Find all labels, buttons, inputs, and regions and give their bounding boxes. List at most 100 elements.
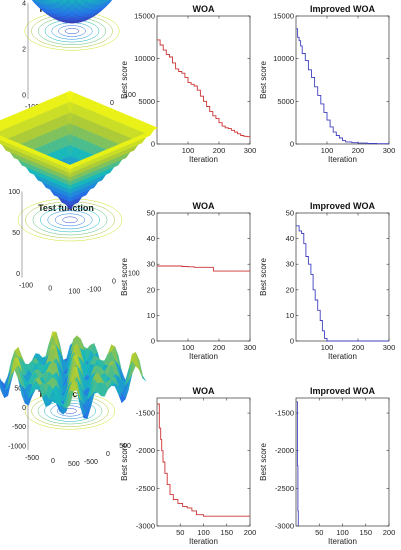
y-tick-label: 20 — [286, 285, 294, 294]
y-tick-label: 0 — [112, 279, 116, 286]
y-tick-label: -2000 — [275, 446, 294, 455]
y-tick-label: 0 — [290, 140, 294, 149]
y-tick-label: 10000 — [273, 54, 294, 63]
line-chart-1: Improved WOA 100 200 300 0 5000 10000 15000 Iter… — [259, 4, 395, 164]
y-tick-label: 30 — [147, 260, 155, 269]
y-tick-label: -1500 — [136, 409, 155, 418]
contour-line — [44, 19, 100, 43]
y-tick-label: 40 — [286, 234, 294, 243]
x-tick-label: 0 — [48, 286, 52, 293]
y-tick-label: 0 — [151, 337, 155, 346]
chart-title: Improved WOA — [310, 386, 376, 396]
y-axis-label: Best score — [120, 61, 129, 99]
x-axis-label: Iteration — [328, 155, 357, 164]
x-tick-label: 100 — [321, 146, 334, 155]
z-tick-label: 500 — [14, 386, 26, 393]
surface-face — [65, 162, 75, 170]
x-tick-label: 200 — [213, 343, 226, 352]
x-axis-label: Iteration — [328, 537, 357, 546]
y-tick-label: 5000 — [277, 97, 294, 106]
surface-face — [89, 0, 97, 5]
series-line — [157, 39, 251, 138]
contour-line — [62, 216, 78, 224]
z-tick-label: 2 — [22, 47, 26, 54]
line-chart-2: WOA 100 200 300 0 10 20 30 40 50 Iteration Best sco… — [120, 201, 256, 361]
x-tick-label: 200 — [352, 146, 365, 155]
surface-mesh — [31, 0, 113, 24]
z-tick-label: -500 — [12, 424, 26, 431]
surface-face — [104, 0, 110, 4]
x-tick-label: 200 — [352, 343, 365, 352]
x-tick-label: 300 — [244, 343, 257, 352]
surface-mesh — [0, 90, 159, 211]
x-tick-label: 50 — [315, 528, 323, 537]
x-tick-label: 200 — [244, 528, 257, 537]
y-axis-label: Best score — [259, 443, 268, 481]
y-tick-label: -2000 — [136, 446, 155, 455]
surface-face — [75, 0, 82, 4]
line-chart-4: WOA 50 100 150 200 -3000 -2500 -2000 -1500 Iterat… — [120, 386, 256, 546]
z-tick-label: -1000 — [8, 444, 26, 451]
y-tick-label: 40 — [147, 234, 155, 243]
x-tick-label: 100 — [182, 146, 195, 155]
y-tick-label: 10 — [286, 311, 294, 320]
y-tick-label: 100 — [128, 271, 140, 278]
y-axis-label: Best score — [259, 258, 268, 296]
x-tick-label: 100 — [336, 528, 349, 537]
surface-face — [84, 0, 88, 2]
y-tick-label: 5000 — [138, 97, 155, 106]
surface-face — [62, 0, 69, 4]
z-tick-label: 50 — [12, 230, 20, 237]
y-tick-label: 0 — [106, 451, 110, 458]
y-tick-label: 10000 — [134, 54, 155, 63]
z-tick-label: 100 — [8, 189, 20, 196]
y-tick-label: 500 — [119, 443, 131, 450]
line-chart-0: WOA 100 200 300 0 5000 10000 15000 Iteration Best… — [120, 4, 256, 164]
y-tick-label: 50 — [286, 209, 294, 218]
series-line — [157, 403, 250, 517]
x-tick-label: 300 — [244, 146, 257, 155]
plot-area — [156, 15, 251, 145]
y-tick-label: -2500 — [275, 484, 294, 493]
contour-line — [54, 213, 86, 227]
x-tick-label: 300 — [383, 343, 396, 352]
y-tick-label: -1500 — [275, 409, 294, 418]
x-tick-label: 150 — [220, 528, 233, 537]
y-tick-label: -2500 — [136, 484, 155, 493]
y-tick-label: 0 — [151, 140, 155, 149]
x-tick-label: 300 — [383, 146, 396, 155]
chart-title: Improved WOA — [310, 4, 376, 14]
y-axis-label: Best score — [259, 61, 268, 99]
y-tick-label: 15000 — [134, 12, 155, 21]
y-tick-label: -100 — [87, 287, 101, 294]
x-tick-label: 0 — [51, 458, 55, 465]
x-axis-label: Iteration — [189, 155, 218, 164]
series-line — [296, 225, 389, 342]
y-tick-label: 100 — [124, 92, 136, 99]
y-tick-label: 50 — [147, 209, 155, 218]
plot-area — [295, 212, 390, 342]
z-tick-label: 0 — [22, 405, 26, 412]
line-chart-3: Improved WOA 100 200 300 0 10 20 30 40 50 Iteratio… — [259, 201, 395, 361]
plot-area — [156, 397, 251, 527]
contour-line — [47, 210, 93, 230]
surface-face — [108, 0, 111, 2]
y-tick-label: 10 — [147, 311, 155, 320]
series-line — [157, 265, 250, 272]
line-chart-5: Improved WOA 50 100 150 200 -3000 -2500 -2000 -1… — [259, 386, 395, 546]
chart-title: WOA — [193, 4, 215, 14]
surface-plot-2: Test function-1000-5000500-5000500-50005… — [0, 331, 147, 468]
y-tick-label: -3000 — [275, 522, 294, 531]
x-tick-label: 100 — [182, 343, 195, 352]
plot-area — [295, 15, 390, 145]
x-tick-label: 100 — [197, 528, 210, 537]
surface-face — [86, 0, 93, 4]
chart-title: WOA — [193, 201, 215, 211]
contour-line — [51, 22, 93, 40]
x-axis-label: Iteration — [189, 537, 218, 546]
surface-face — [56, 0, 60, 2]
x-tick-label: 200 — [213, 146, 226, 155]
z-tick-label: 4 — [22, 1, 26, 8]
